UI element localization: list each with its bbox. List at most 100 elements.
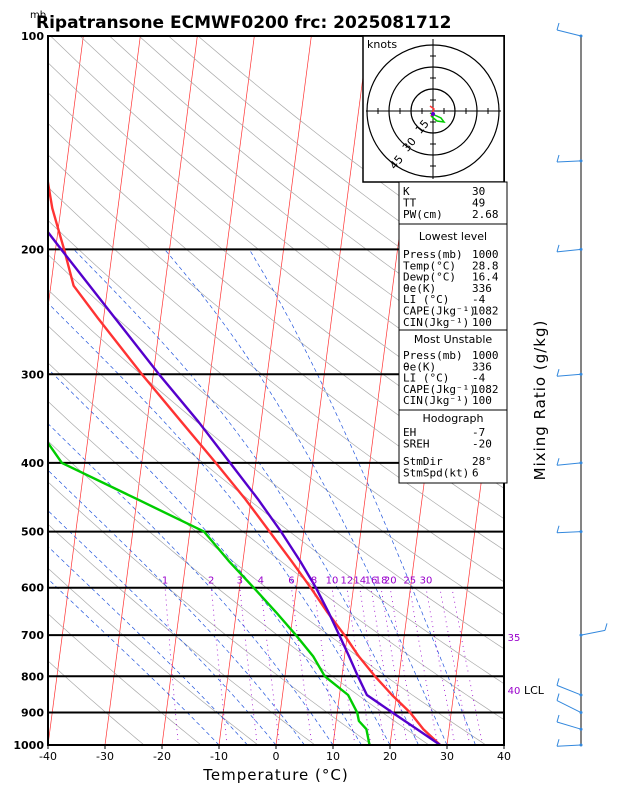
y-unit-label: mb	[30, 10, 46, 21]
dry-adiabat-line	[48, 122, 504, 489]
temperature-tick-label: -20	[153, 750, 171, 763]
moist-adiabat-line	[48, 423, 334, 745]
mixing-ratio-label: 1	[162, 576, 168, 587]
hodograph-index-value: 6	[472, 466, 479, 479]
temperature-tick-label: 10	[326, 750, 340, 763]
indices-box	[398, 409, 508, 484]
hodograph-index-label: SREH	[403, 437, 430, 450]
wind-barb-feather	[556, 693, 560, 701]
isotherm-line	[48, 36, 84, 311]
moist-adiabat-line	[48, 578, 220, 745]
dry-adiabat-line	[48, 613, 202, 745]
most-unstable-label: LI (°C)	[403, 372, 449, 385]
lowest-level-value: 336	[472, 282, 492, 295]
wind-barb	[556, 531, 582, 534]
lowest-level-label: LI (°C)	[403, 293, 449, 306]
hodograph-index-label: StmDir	[403, 455, 443, 468]
dry-adiabat-line	[48, 62, 504, 431]
dry-adiabat-line	[50, 36, 504, 403]
mixing-ratio-label: 18	[375, 576, 388, 587]
index-label: K	[403, 185, 410, 198]
moist-adiabat-line	[48, 469, 305, 745]
wind-barb-feather	[556, 678, 560, 686]
temperature-tick-label: -30	[96, 750, 114, 763]
most-unstable-label: θe(K)	[403, 360, 436, 373]
dry-adiabat-line	[48, 362, 504, 721]
dry-adiabat-line	[48, 440, 430, 745]
most-unstable-value: 336	[472, 360, 492, 373]
wind-barb	[556, 462, 582, 466]
lowest-level-label: Press(mb)	[403, 248, 463, 261]
wind-profile	[556, 22, 608, 747]
lowest-level-header: Lowest level	[419, 230, 487, 243]
wind-barb	[556, 684, 582, 696]
lowest-level-value: 1000	[472, 248, 499, 261]
index-value: 30	[472, 185, 485, 198]
indices-box	[398, 181, 508, 225]
pressure-tick-label: 900	[21, 707, 44, 720]
temperature-tick-label: 30	[440, 750, 454, 763]
hodograph-index-label: StmSpd(kt)	[403, 466, 469, 479]
wind-barb-feather	[556, 154, 560, 163]
isotherm-line	[218, 36, 312, 745]
hodograph-trace	[429, 112, 446, 123]
mixing-ratio-label: 4	[258, 576, 264, 587]
moist-adiabat-line	[48, 510, 277, 745]
hodograph-index-value: -7	[472, 426, 485, 439]
most-unstable-value: -4	[472, 372, 486, 385]
mixing-ratio-line	[164, 587, 179, 745]
indices-box	[398, 329, 508, 411]
mixing-ratio-label: 40	[508, 686, 521, 697]
isotherm-line	[104, 36, 198, 745]
pressure-tick-label: 200	[21, 243, 44, 256]
mixing-ratio-label: 14	[353, 576, 366, 587]
most-unstable-value: 100	[472, 394, 492, 407]
mixing-ratio-label: 12	[341, 576, 354, 587]
index-label: TT	[403, 197, 417, 210]
pressure-tick-label: 1000	[13, 739, 44, 752]
mixing-ratio-line	[210, 587, 228, 745]
dry-adiabat-line	[48, 660, 145, 745]
wind-barb-feather	[556, 525, 560, 533]
parcel-profile	[48, 230, 441, 745]
mixing-ratio-label: 3	[237, 576, 243, 587]
dry-adiabat-line	[48, 219, 504, 583]
mixing-ratio-line	[370, 587, 397, 745]
lowest-level-value: 1082	[472, 305, 499, 318]
temperature-tick-label: -40	[39, 750, 57, 763]
sounding-profiles	[48, 175, 442, 745]
isotherm-line	[161, 36, 255, 745]
hodograph-index-value: 28°	[472, 455, 492, 468]
temperature-tick-label: 20	[383, 750, 397, 763]
pressure-tick-label: 300	[21, 368, 44, 381]
storm-motion-marker	[431, 112, 435, 116]
pressure-tick-labels: 1000 900 800 700 600 500 400 300 200 100	[13, 30, 44, 752]
mixing-ratio-line	[439, 587, 471, 745]
moist-adiabat-line	[48, 368, 362, 745]
mixing-ratio-label: 10	[326, 576, 339, 587]
index-value: 2.68	[472, 208, 499, 221]
wind-barb-feather	[556, 714, 560, 723]
wind-barb-feather	[604, 623, 608, 631]
background-lines	[48, 36, 504, 745]
wind-barb	[556, 721, 582, 730]
dewpoint-profile	[48, 440, 371, 745]
dry-adiabat-line	[48, 154, 504, 520]
pressure-tick-label: 500	[21, 526, 44, 539]
mixing-ratio-label: 25	[403, 576, 416, 587]
wind-barb	[556, 373, 582, 377]
dry-adiabat-line	[48, 289, 504, 650]
dry-adiabat-line	[48, 186, 504, 551]
most-unstable-label: Press(mb)	[403, 349, 463, 362]
hodograph-index-value: -20	[472, 437, 492, 450]
mixing-ratio-label: 16	[365, 576, 378, 587]
indices-table: K 30 TT 49 PW(cm) 2.68 Lowest level Press(mb) 10…	[398, 181, 508, 484]
temperature-tick-label: 40	[497, 750, 511, 763]
isotherm-line	[275, 36, 369, 745]
hodograph-index-label: EH	[403, 426, 416, 439]
lowest-level-label: CIN(Jkg⁻¹)	[403, 316, 469, 329]
most-unstable-header: Most Unstable	[414, 333, 493, 346]
lowest-level-value: 28.8	[472, 259, 499, 272]
mixing-ratio-label: 20	[384, 576, 397, 587]
